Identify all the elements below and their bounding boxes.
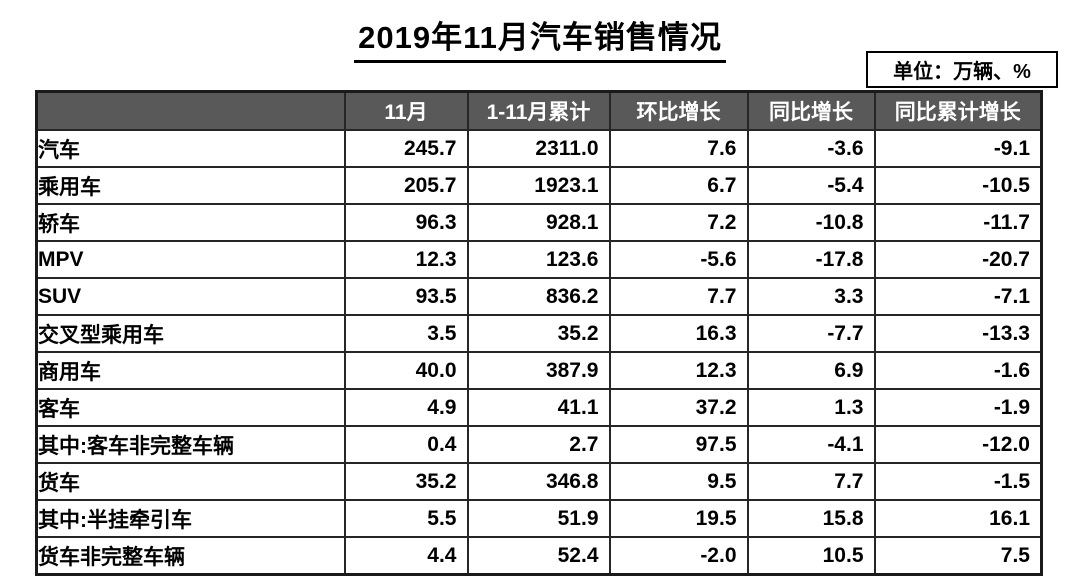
table-row: 其中:客车非完整车辆 0.4 2.7 97.5 -4.1 -12.0 bbox=[35, 425, 1043, 464]
value-cell: 7.2 bbox=[608, 203, 749, 242]
table-row: SUV 93.5 836.2 7.7 3.3 -7.1 bbox=[35, 277, 1043, 316]
value-cell: -9.1 bbox=[873, 129, 1043, 168]
value-cell: -10.8 bbox=[746, 203, 876, 242]
header-cell-category bbox=[35, 90, 346, 131]
row-label: 货车 bbox=[35, 462, 346, 501]
header-cell: 1-11月累计 bbox=[466, 90, 611, 131]
value-cell: 40.0 bbox=[343, 351, 469, 390]
value-cell: 7.6 bbox=[608, 129, 749, 168]
value-cell: -5.4 bbox=[746, 166, 876, 205]
sales-table: 11月 1-11月累计 环比增长 同比增长 同比累计增长 汽车 245.7 2311.0 7.… bbox=[35, 90, 1043, 576]
value-cell: 4.4 bbox=[343, 536, 469, 576]
value-cell: 346.8 bbox=[466, 462, 611, 501]
title-area: 2019年11月汽车销售情况 bbox=[0, 12, 1080, 63]
value-cell: -2.0 bbox=[608, 536, 749, 576]
value-cell: -7.7 bbox=[746, 314, 876, 353]
table-row: 交叉型乘用车 3.5 35.2 16.3 -7.7 -13.3 bbox=[35, 314, 1043, 353]
value-cell: 7.5 bbox=[873, 536, 1043, 576]
value-cell: 96.3 bbox=[343, 203, 469, 242]
table-row: 货车非完整车辆 4.4 52.4 -2.0 10.5 7.5 bbox=[35, 536, 1043, 576]
value-cell: 205.7 bbox=[343, 166, 469, 205]
value-cell: -1.6 bbox=[873, 351, 1043, 390]
value-cell: 51.9 bbox=[466, 499, 611, 538]
table-row: 乘用车 205.7 1923.1 6.7 -5.4 -10.5 bbox=[35, 166, 1043, 205]
value-cell: 35.2 bbox=[343, 462, 469, 501]
value-cell: 0.4 bbox=[343, 425, 469, 464]
unit-note: 单位：万辆、% bbox=[866, 51, 1058, 88]
value-cell: 3.5 bbox=[343, 314, 469, 353]
value-cell: 245.7 bbox=[343, 129, 469, 168]
value-cell: 16.1 bbox=[873, 499, 1043, 538]
value-cell: -7.1 bbox=[873, 277, 1043, 316]
value-cell: -11.7 bbox=[873, 203, 1043, 242]
value-cell: -4.1 bbox=[746, 425, 876, 464]
header-cell: 11月 bbox=[343, 90, 469, 131]
page-title: 2019年11月汽车销售情况 bbox=[354, 12, 726, 63]
header-cell: 环比增长 bbox=[608, 90, 749, 131]
value-cell: 16.3 bbox=[608, 314, 749, 353]
value-cell: 3.3 bbox=[746, 277, 876, 316]
value-cell: 4.9 bbox=[343, 388, 469, 427]
row-label: 其中:半挂牵引车 bbox=[35, 499, 346, 538]
value-cell: 9.5 bbox=[608, 462, 749, 501]
value-cell: 387.9 bbox=[466, 351, 611, 390]
value-cell: -20.7 bbox=[873, 240, 1043, 279]
value-cell: 836.2 bbox=[466, 277, 611, 316]
value-cell: 15.8 bbox=[746, 499, 876, 538]
row-label: 货车非完整车辆 bbox=[35, 536, 346, 576]
value-cell: -5.6 bbox=[608, 240, 749, 279]
value-cell: 12.3 bbox=[343, 240, 469, 279]
row-label: 客车 bbox=[35, 388, 346, 427]
row-label: MPV bbox=[35, 240, 346, 279]
value-cell: 41.1 bbox=[466, 388, 611, 427]
header-cell: 同比累计增长 bbox=[873, 90, 1043, 131]
table-body: 汽车 245.7 2311.0 7.6 -3.6 -9.1 乘用车 205.7 1923.1 6.… bbox=[35, 129, 1043, 576]
value-cell: -13.3 bbox=[873, 314, 1043, 353]
value-cell: -1.5 bbox=[873, 462, 1043, 501]
table-row: 客车 4.9 41.1 37.2 1.3 -1.9 bbox=[35, 388, 1043, 427]
value-cell: 2311.0 bbox=[466, 129, 611, 168]
value-cell: -12.0 bbox=[873, 425, 1043, 464]
value-cell: 97.5 bbox=[608, 425, 749, 464]
table-row: 轿车 96.3 928.1 7.2 -10.8 -11.7 bbox=[35, 203, 1043, 242]
value-cell: -1.9 bbox=[873, 388, 1043, 427]
table-row: 汽车 245.7 2311.0 7.6 -3.6 -9.1 bbox=[35, 129, 1043, 168]
table-row: 其中:半挂牵引车 5.5 51.9 19.5 15.8 16.1 bbox=[35, 499, 1043, 538]
table-row: MPV 12.3 123.6 -5.6 -17.8 -20.7 bbox=[35, 240, 1043, 279]
value-cell: 5.5 bbox=[343, 499, 469, 538]
value-cell: 123.6 bbox=[466, 240, 611, 279]
value-cell: 7.7 bbox=[608, 277, 749, 316]
row-label: 商用车 bbox=[35, 351, 346, 390]
value-cell: 928.1 bbox=[466, 203, 611, 242]
row-label: 乘用车 bbox=[35, 166, 346, 205]
value-cell: 2.7 bbox=[466, 425, 611, 464]
value-cell: 6.7 bbox=[608, 166, 749, 205]
value-cell: 6.9 bbox=[746, 351, 876, 390]
value-cell: 19.5 bbox=[608, 499, 749, 538]
row-label: 汽车 bbox=[35, 129, 346, 168]
row-label: 交叉型乘用车 bbox=[35, 314, 346, 353]
value-cell: 10.5 bbox=[746, 536, 876, 576]
table-header-row: 11月 1-11月累计 环比增长 同比增长 同比累计增长 bbox=[35, 90, 1043, 131]
row-label: 轿车 bbox=[35, 203, 346, 242]
value-cell: 1923.1 bbox=[466, 166, 611, 205]
value-cell: -17.8 bbox=[746, 240, 876, 279]
value-cell: 93.5 bbox=[343, 277, 469, 316]
row-label: SUV bbox=[35, 277, 346, 316]
value-cell: -3.6 bbox=[746, 129, 876, 168]
value-cell: 35.2 bbox=[466, 314, 611, 353]
table-row: 货车 35.2 346.8 9.5 7.7 -1.5 bbox=[35, 462, 1043, 501]
value-cell: 1.3 bbox=[746, 388, 876, 427]
value-cell: 12.3 bbox=[608, 351, 749, 390]
value-cell: 7.7 bbox=[746, 462, 876, 501]
value-cell: 52.4 bbox=[466, 536, 611, 576]
row-label: 其中:客车非完整车辆 bbox=[35, 425, 346, 464]
value-cell: 37.2 bbox=[608, 388, 749, 427]
header-cell: 同比增长 bbox=[746, 90, 876, 131]
table-row: 商用车 40.0 387.9 12.3 6.9 -1.6 bbox=[35, 351, 1043, 390]
value-cell: -10.5 bbox=[873, 166, 1043, 205]
